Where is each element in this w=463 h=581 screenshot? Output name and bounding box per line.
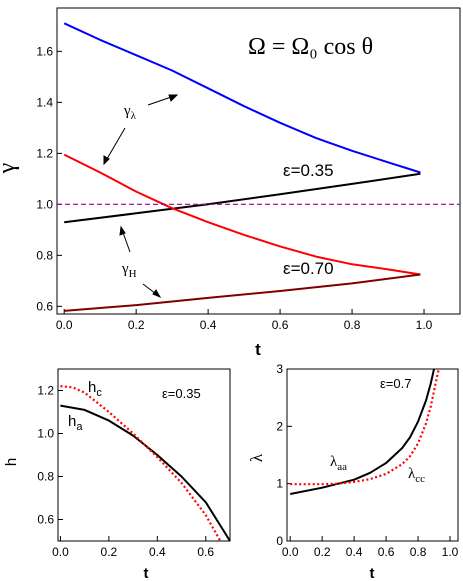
left-y-axis-label: h (3, 458, 20, 466)
right-x-tick-label: 0.4 (346, 545, 363, 559)
right-y-axis-label: λ (247, 453, 266, 462)
main-y-tick-label: 1.2 (36, 146, 53, 160)
main-y-tick-label: 1.4 (36, 95, 53, 109)
right-ticks: 0.0 0.2 0.4 0.6 0.8 1.0 0 1 2 3 (276, 362, 458, 559)
annotation-arrows (103, 94, 179, 299)
right-y-tick-label: 2 (276, 419, 283, 433)
right-y-tick-label: 1 (276, 477, 283, 491)
main-x-tick-label: 0.0 (56, 318, 73, 332)
right-x-tick-label: 0.8 (410, 545, 427, 559)
arrowhead-gamma-h-darkred (152, 289, 162, 299)
right-x-tick-label: 0.6 (378, 545, 395, 559)
main-series-line-blue (63, 22, 421, 174)
main-ticks: 0.0 0.2 0.4 0.6 0.8 1.0 0.6 0.8 1.0 1.2 1.4 1.6 (36, 44, 432, 332)
main-x-tick-label: 0.6 (272, 318, 289, 332)
left-x-tick-label: 0.6 (197, 545, 214, 559)
right-x-tick-label: 0.0 (282, 545, 299, 559)
arrowhead-gamma-lambda-red (103, 155, 110, 166)
main-series-line-red (63, 153, 421, 276)
right-series-line-black (290, 368, 435, 495)
arrowhead-gamma-lambda-blue (168, 94, 179, 102)
right-y-tick-label: 3 (276, 362, 283, 376)
left-series-line-red (60, 385, 222, 542)
right-plot-frame (286, 368, 459, 542)
main-series-line-darkred (64, 273, 421, 312)
left-y-tick-label: 0.8 (37, 470, 54, 484)
ha-annotation: ha (68, 413, 83, 433)
arrowhead-gamma-h-black (119, 225, 126, 236)
left-eps-annotation: ε=0.35 (162, 386, 201, 401)
left-plot-frame (57, 368, 231, 542)
main-x-axis-label: t (255, 340, 261, 359)
main-y-tick-label: 1.6 (36, 44, 53, 58)
main-series (57, 22, 460, 312)
right-chart: 0.0 0.2 0.4 0.6 0.8 1.0 0 1 2 3 λ t λaa λcc ε=0.7 (247, 362, 459, 581)
laa-annotation: λaa (330, 454, 347, 473)
right-x-tick-label: 1.0 (442, 545, 459, 559)
main-plot-frame (56, 7, 461, 315)
right-series (290, 368, 440, 495)
left-y-tick-label: 1.2 (37, 384, 54, 398)
gamma-lambda-annotation: γλ (123, 103, 137, 122)
left-x-tick-label: 0.4 (149, 545, 166, 559)
main-y-axis-label: γ (0, 162, 20, 174)
left-series-line-black (60, 404, 231, 542)
main-x-tick-label: 0.4 (200, 318, 217, 332)
right-eps-annotation: ε=0.7 (380, 376, 411, 391)
eps-035-annotation: ε=0.35 (283, 161, 334, 180)
main-y-tick-label: 0.8 (36, 248, 53, 262)
left-y-tick-label: 0.6 (37, 513, 54, 527)
main-y-tick-label: 0.6 (36, 299, 53, 313)
main-x-tick-label: 1.0 (416, 318, 433, 332)
main-x-tick-label: 0.2 (128, 318, 145, 332)
right-series-line-red (290, 368, 440, 486)
left-x-tick-label: 0.2 (101, 545, 118, 559)
left-ticks: 0.0 0.2 0.4 0.6 0.6 0.8 1.0 1.2 (37, 384, 214, 560)
left-x-axis-label: t (144, 565, 149, 581)
main-x-tick-label: 0.8 (344, 318, 361, 332)
main-series-line-black (64, 172, 421, 224)
lcc-annotation: λcc (408, 466, 425, 485)
right-x-axis-label: t (370, 565, 375, 581)
left-series (60, 385, 231, 542)
main-chart: 0.0 0.2 0.4 0.6 0.8 1.0 0.6 0.8 1.0 1.2 1.4 1.6 γ t… (0, 7, 461, 359)
left-chart: 0.0 0.2 0.4 0.6 0.6 0.8 1.0 1.2 h t hc ha ε=0.3… (3, 368, 231, 581)
right-x-tick-label: 0.2 (314, 545, 331, 559)
left-x-tick-label: 0.0 (52, 545, 69, 559)
formula-annotation: Ω = Ω₀ cos θ (248, 34, 373, 60)
left-y-tick-label: 1.0 (37, 427, 54, 441)
hc-annotation: hc (88, 379, 102, 399)
main-y-tick-label: 1.0 (36, 197, 53, 211)
right-y-tick-label: 0 (276, 534, 283, 548)
eps-070-annotation: ε=0.70 (283, 259, 334, 278)
gamma-h-annotation: γH (121, 261, 137, 280)
